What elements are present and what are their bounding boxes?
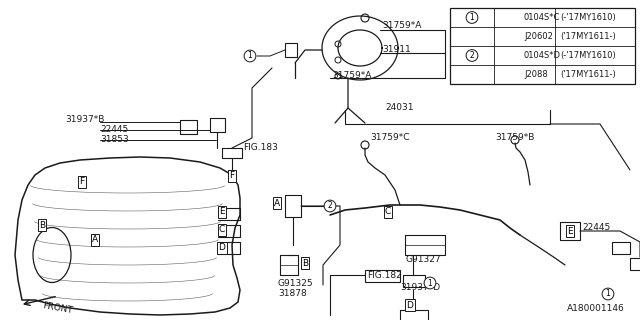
- Text: 31759*B: 31759*B: [495, 133, 534, 142]
- Text: 22445: 22445: [100, 125, 128, 134]
- Text: A180001146: A180001146: [567, 304, 625, 313]
- Text: E: E: [219, 207, 225, 217]
- Text: (-'17MY1610): (-'17MY1610): [560, 51, 616, 60]
- Text: D: D: [219, 244, 225, 252]
- Text: D: D: [406, 300, 413, 309]
- Text: C: C: [385, 207, 391, 217]
- Bar: [365, 270, 400, 282]
- Text: 1: 1: [470, 13, 474, 22]
- Text: 0104S*D: 0104S*D: [524, 51, 561, 60]
- Bar: [285, 43, 297, 57]
- Text: 1: 1: [605, 290, 611, 299]
- Bar: [450, 8, 635, 84]
- Text: ('17MY1611-): ('17MY1611-): [560, 32, 616, 41]
- Text: 22445: 22445: [582, 222, 611, 231]
- Text: C: C: [219, 226, 225, 235]
- Text: 31759*A: 31759*A: [382, 20, 421, 29]
- Bar: [630, 258, 640, 270]
- Text: ('17MY1611-): ('17MY1611-): [560, 70, 616, 79]
- Text: B: B: [39, 220, 45, 229]
- Text: 1: 1: [428, 278, 433, 287]
- Bar: [612, 242, 630, 254]
- Text: 0104S*C: 0104S*C: [524, 13, 561, 22]
- Text: B: B: [302, 259, 308, 268]
- Bar: [400, 310, 428, 320]
- Text: 31911: 31911: [382, 45, 411, 54]
- Text: 31759*A: 31759*A: [332, 70, 371, 79]
- Text: 24031: 24031: [385, 103, 413, 113]
- Text: 2: 2: [470, 51, 474, 60]
- Text: F: F: [79, 178, 84, 187]
- Text: F: F: [229, 172, 235, 180]
- Text: A: A: [274, 198, 280, 207]
- Text: (-'17MY1610): (-'17MY1610): [560, 13, 616, 22]
- Text: 31853: 31853: [100, 135, 129, 145]
- Text: 1: 1: [248, 52, 252, 60]
- Text: 31937*B: 31937*B: [65, 115, 104, 124]
- Text: FIG.183: FIG.183: [243, 143, 278, 153]
- Text: G91327: G91327: [405, 255, 440, 265]
- Text: E: E: [567, 227, 573, 236]
- Text: J2088: J2088: [524, 70, 548, 79]
- Text: FRONT: FRONT: [42, 301, 74, 315]
- Text: 31878: 31878: [278, 289, 307, 298]
- Text: FIG.182: FIG.182: [367, 271, 402, 281]
- Text: 31759*C: 31759*C: [370, 133, 410, 142]
- Text: 31937*D: 31937*D: [400, 283, 440, 292]
- Text: A: A: [92, 236, 98, 244]
- Text: G91325: G91325: [278, 278, 314, 287]
- Bar: [403, 275, 425, 287]
- Text: J20602: J20602: [524, 32, 553, 41]
- Text: 2: 2: [328, 202, 332, 211]
